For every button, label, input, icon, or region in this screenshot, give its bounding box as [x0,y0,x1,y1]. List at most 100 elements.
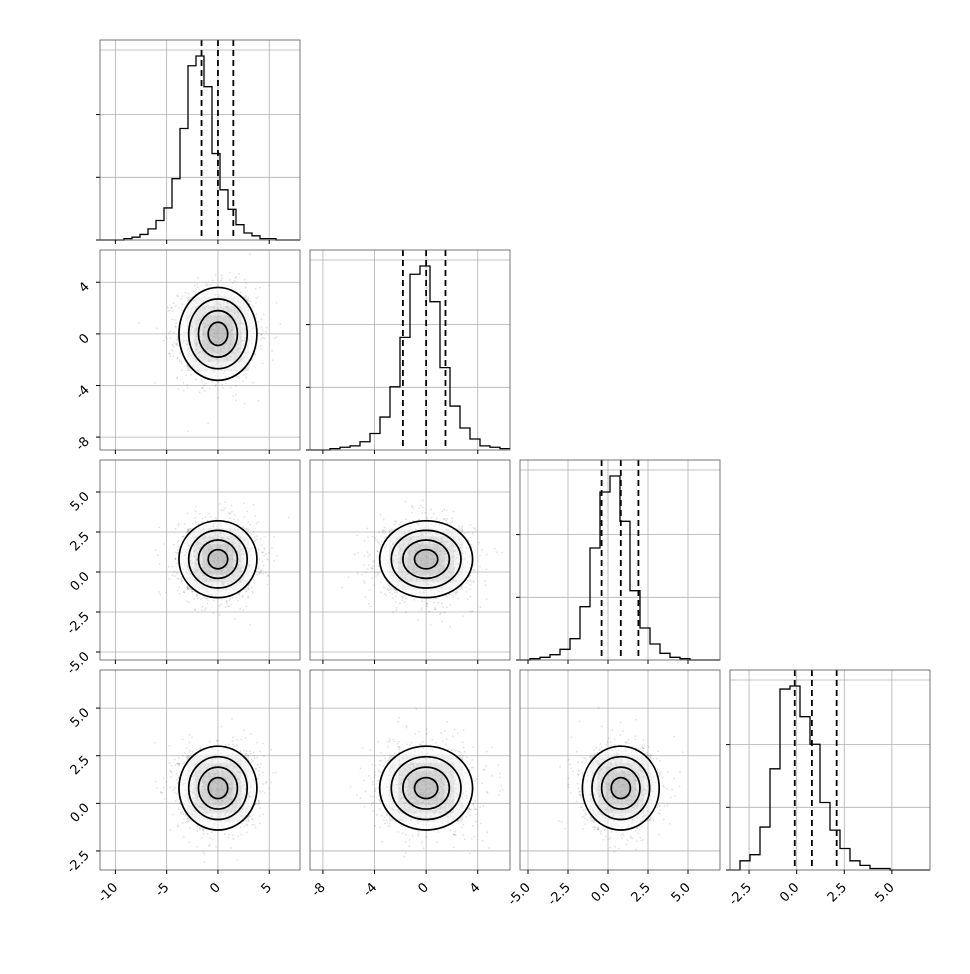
scatter-point [395,601,397,603]
scatter-point [213,612,215,614]
scatter-point [446,606,448,608]
scatter-point [354,553,356,555]
scatter-point [474,569,476,571]
scatter-point [188,742,190,744]
scatter-point [404,601,406,603]
scatter-point [380,582,382,584]
scatter-point [466,582,468,584]
scatter-point [231,286,233,288]
scatter-point [261,326,263,328]
scatter-point [203,833,205,835]
scatter-point [259,558,261,560]
scatter-point [258,332,260,334]
scatter-point [453,511,455,513]
scatter-point [411,512,413,514]
scatter-point [435,518,437,520]
scatter-point [232,395,234,397]
scatter-point [367,556,369,558]
scatter-point [209,388,211,390]
scatter-point [180,578,182,580]
scatter-point [182,295,184,297]
scatter-point [265,572,267,574]
scatter-point [183,591,185,593]
scatter-point [449,604,451,606]
scatter-point [250,300,252,302]
scatter-point [469,584,471,586]
scatter-point [202,606,204,608]
scatter-point [175,305,177,307]
scatter-point [168,353,170,355]
scatter-point [255,313,257,315]
scatter-point [170,337,172,339]
scatter-point [168,578,170,580]
scatter-point [234,515,236,517]
scatter-point [181,309,183,311]
scatter-point [174,575,176,577]
scatter-point [268,552,270,554]
scatter-point [203,596,205,598]
scatter-point [212,279,214,281]
scatter-point [207,599,209,601]
scatter-point [252,590,254,592]
scatter-point [420,505,422,507]
scatter-point [187,387,189,389]
scatter-point [215,517,217,519]
scatter-point [176,378,178,380]
scatter-point [263,555,265,557]
scatter-point [384,526,386,528]
scatter-point [166,781,168,783]
scatter-point [421,609,423,611]
scatter-point [184,523,186,525]
scatter-point [470,579,472,581]
scatter-point [253,504,255,506]
scatter-point [279,323,281,325]
scatter-point [365,571,367,573]
scatter-point [169,356,171,358]
scatter-point [245,377,247,379]
scatter-point [194,609,196,611]
scatter-point [401,595,403,597]
scatter-point [462,615,464,617]
scatter-point [467,531,469,533]
scatter-point [387,588,389,590]
scatter-point [190,374,192,376]
scatter-point [238,375,240,377]
scatter-point [260,538,262,540]
scatter-point [186,747,188,749]
scatter-point [182,738,184,740]
scatter-point [173,342,175,344]
scatter-point [450,521,452,523]
scatter-point [478,542,480,544]
scatter-point [179,352,181,354]
scatter-point [396,607,398,609]
scatter-point [231,511,233,513]
scatter-point [348,576,350,578]
scatter-point [221,277,223,279]
scatter-point [246,606,248,608]
scatter-point [438,602,440,604]
scatter-point [245,287,247,289]
scatter-point [426,603,428,605]
scatter-point [176,553,178,555]
scatter-point [159,594,161,596]
scatter-point [247,597,249,599]
scatter-point [273,536,275,538]
scatter-point [256,522,258,524]
scatter-point [187,430,189,432]
scatter-point [187,821,189,823]
scatter-point [392,597,394,599]
scatter-point [261,569,263,571]
scatter-point [401,599,403,601]
scatter-point [177,388,179,390]
scatter-point [458,526,460,528]
scatter-point [395,521,397,523]
scatter-point [229,279,231,281]
scatter-point [259,287,261,289]
scatter-point [367,551,369,553]
scatter-point [255,302,257,304]
scatter-point [200,598,202,600]
scatter-point [253,582,255,584]
scatter-point [213,600,215,602]
scatter-point [240,291,242,293]
